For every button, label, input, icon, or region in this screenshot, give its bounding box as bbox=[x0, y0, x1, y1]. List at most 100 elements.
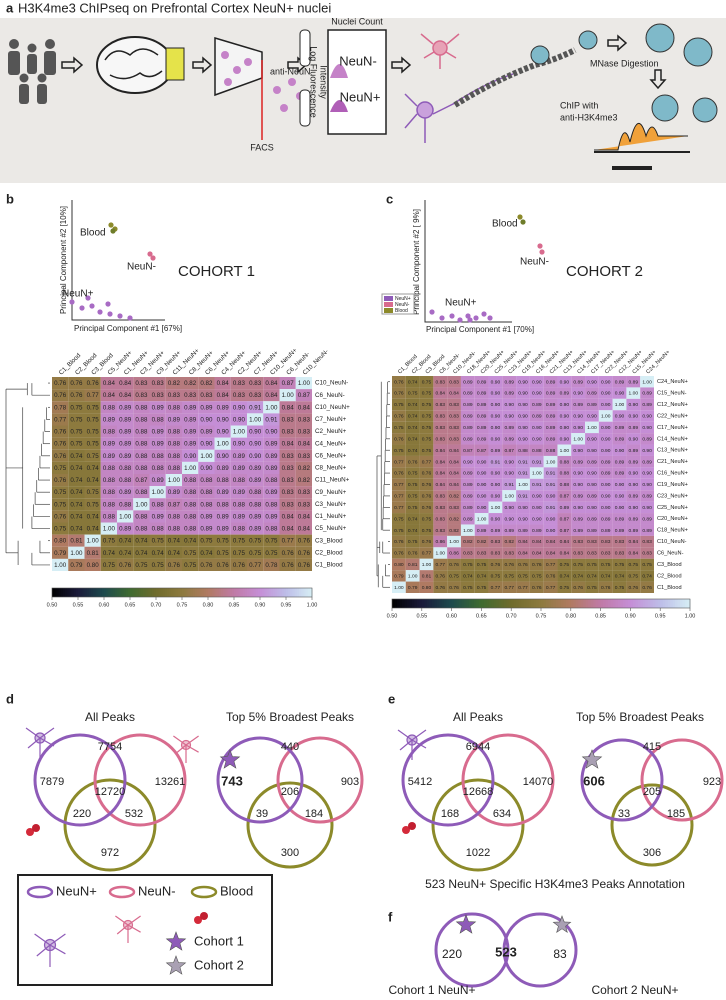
heatmap-cell bbox=[502, 467, 517, 479]
heatmap-cell bbox=[529, 581, 544, 593]
colorbar-slice bbox=[125, 588, 129, 597]
heatmap-cell bbox=[263, 510, 280, 523]
colorbar-slice bbox=[667, 599, 671, 608]
heatmap-cell bbox=[543, 433, 558, 445]
colorbar-slice bbox=[685, 599, 689, 608]
cell-value: 0.89 bbox=[615, 425, 625, 431]
cell-value: 0.88 bbox=[152, 465, 165, 472]
cell-value: 0.89 bbox=[249, 465, 262, 472]
colorbar-slice bbox=[134, 588, 137, 597]
colorbar-slice bbox=[251, 588, 254, 597]
heatmap-cell bbox=[198, 437, 215, 450]
cell-value: 0.75 bbox=[422, 436, 432, 442]
blood-icon bbox=[200, 912, 208, 920]
colorbar-slice bbox=[416, 599, 420, 608]
venn-count: 33 bbox=[618, 808, 630, 820]
cell-value: 0.83 bbox=[168, 392, 181, 399]
cell-value: 1.00 bbox=[491, 505, 501, 511]
cell-value: 0.75 bbox=[103, 538, 116, 545]
cell-value: 0.90 bbox=[518, 436, 528, 442]
venn-count: 184 bbox=[305, 808, 323, 820]
cell-value: 0.75 bbox=[422, 414, 432, 420]
colorbar-slice bbox=[195, 588, 198, 597]
heatmap-cell bbox=[247, 377, 264, 390]
heatmap-cell bbox=[447, 398, 461, 411]
heatmap-cell bbox=[460, 455, 475, 468]
cell-value: 0.75 bbox=[422, 448, 432, 454]
cell-value: 0.91 bbox=[249, 404, 262, 411]
heatmap-cell bbox=[419, 558, 434, 571]
heatmap-cell bbox=[543, 455, 558, 468]
cell-value: 0.78 bbox=[265, 562, 278, 569]
cell-value: 0.83 bbox=[435, 436, 445, 442]
cell-value: 0.83 bbox=[601, 551, 611, 557]
cell-value: 0.89 bbox=[573, 402, 583, 408]
cell-value: 0.77 bbox=[518, 585, 528, 591]
heatmap-cell bbox=[100, 558, 117, 571]
cell-value: 0.87 bbox=[135, 477, 148, 484]
cell-value: 0.89 bbox=[546, 414, 556, 420]
venn-count: 13261 bbox=[155, 776, 186, 788]
colorbar-slice bbox=[114, 588, 118, 597]
heatmap-cell bbox=[133, 558, 150, 571]
heatmap-cell bbox=[230, 449, 247, 462]
heatmap-cell bbox=[165, 486, 182, 499]
cell-value: 0.82 bbox=[449, 494, 459, 500]
heatmap-cell bbox=[488, 490, 503, 502]
venn-blood bbox=[63, 778, 157, 872]
colorbar-slice bbox=[58, 588, 62, 597]
cell-value: 0.90 bbox=[504, 414, 514, 420]
heatmap-cell bbox=[433, 558, 448, 571]
cell-value: 0.89 bbox=[546, 402, 556, 408]
legend-label: NeuN- bbox=[395, 302, 410, 308]
cell-value: 0.75 bbox=[87, 501, 100, 508]
colorbar-slice bbox=[426, 599, 430, 608]
cell-value: 0.90 bbox=[518, 425, 528, 431]
cell-value: 0.83 bbox=[477, 551, 487, 557]
cell-value: 0.75 bbox=[477, 562, 487, 568]
cell-value: 0.75 bbox=[587, 585, 597, 591]
heatmap-cell bbox=[626, 421, 641, 434]
heatmap-cell bbox=[405, 558, 420, 571]
heatmap-cell bbox=[52, 510, 69, 523]
cell-value: 0.74 bbox=[408, 379, 418, 385]
heatmap-cell bbox=[598, 421, 613, 434]
cell-value: 0.90 bbox=[546, 516, 556, 522]
panel-letter: f bbox=[388, 909, 393, 924]
venn-neun-plus bbox=[401, 733, 495, 827]
cell-value: 0.89 bbox=[587, 528, 597, 534]
cell-value: 0.76 bbox=[54, 441, 67, 448]
neuron-icon bbox=[173, 735, 187, 746]
cell-value: 0.90 bbox=[504, 471, 514, 477]
panel-letter: c bbox=[386, 191, 393, 206]
cell-value: 0.83 bbox=[282, 501, 295, 508]
heatmap-cell bbox=[405, 478, 420, 491]
colorbar-slice bbox=[62, 588, 66, 597]
cell-value: 0.83 bbox=[435, 379, 445, 385]
heatmap-cell bbox=[598, 581, 613, 593]
colorbar-slice bbox=[156, 588, 159, 597]
cell-value: 1.00 bbox=[119, 513, 132, 520]
heatmap-cell bbox=[557, 570, 572, 582]
cell-value: 0.90 bbox=[477, 505, 487, 511]
colorbar-slice bbox=[578, 599, 582, 608]
heatmap-cell bbox=[100, 413, 117, 426]
neuron-icon bbox=[115, 915, 129, 926]
heatmap-cell bbox=[182, 522, 199, 535]
heatmap-cell bbox=[612, 387, 627, 399]
row-label: C14_NeuN+ bbox=[657, 436, 688, 442]
venn-count: 923 bbox=[703, 776, 721, 788]
heatmap-cell bbox=[198, 498, 215, 511]
venn-count: 7754 bbox=[98, 741, 122, 753]
heatmap-cell bbox=[52, 534, 69, 547]
cell-value: 0.88 bbox=[103, 501, 116, 508]
nuclei bbox=[221, 51, 304, 112]
heatmap-cell bbox=[405, 524, 420, 536]
cell-value: 0.89 bbox=[560, 505, 570, 511]
heatmap-cell bbox=[230, 401, 247, 414]
heatmap-cell bbox=[571, 455, 586, 468]
cell-value: 0.83 bbox=[298, 416, 311, 423]
cell-value: 0.77 bbox=[249, 562, 262, 569]
cell-value: 0.88 bbox=[265, 526, 278, 533]
colorbar-slice bbox=[255, 588, 259, 597]
